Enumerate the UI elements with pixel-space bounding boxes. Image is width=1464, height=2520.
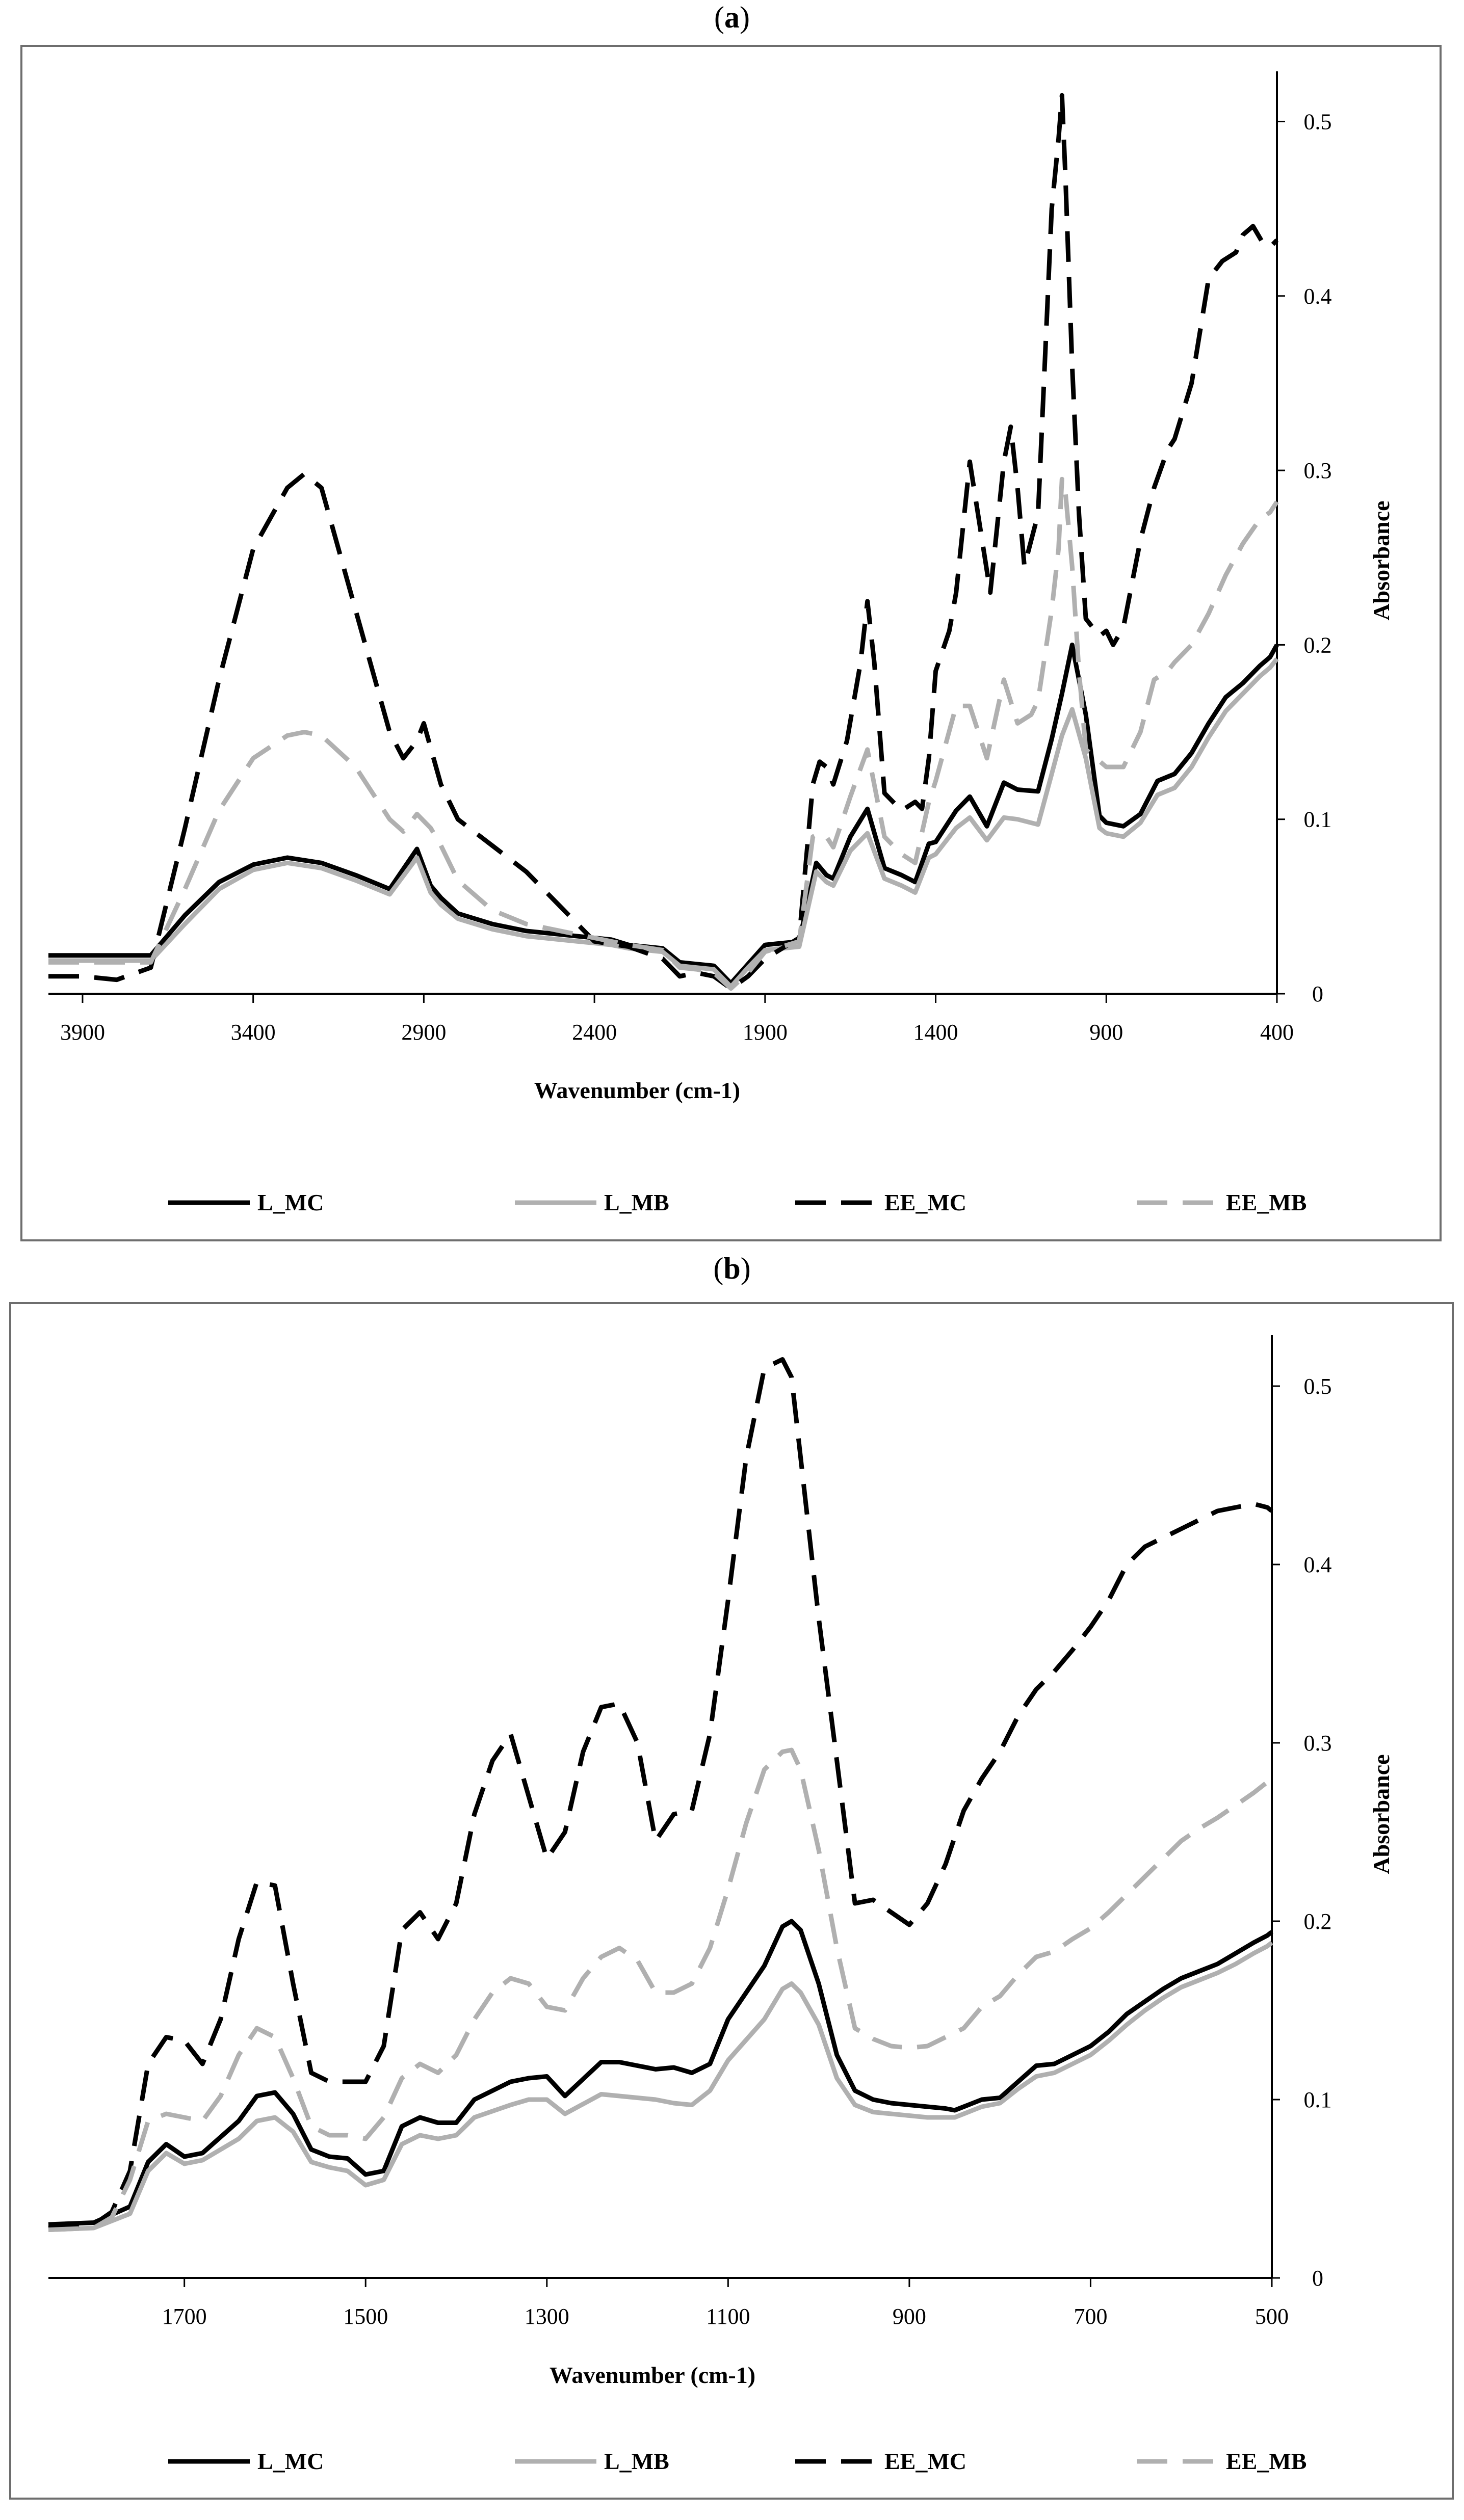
legend-label-ee-mc: EE_MC	[884, 2448, 966, 2474]
chart-b-x-tick-label: 1100	[706, 2304, 750, 2329]
chart-b-x-tick-label: 700	[1074, 2304, 1107, 2329]
chart-b-x-tick-label: 1700	[162, 2304, 207, 2329]
chart-a-series-l-mb	[48, 657, 1279, 989]
chart-a-y-tick-label: 0.2	[1304, 632, 1332, 657]
chart-a-x-tick-label: 1400	[913, 1020, 958, 1045]
chart-a-x-tick-label: 2900	[401, 1020, 446, 1045]
chart-b-x-tick-label: 500	[1255, 2304, 1289, 2329]
legend-label-l-mc: L_MC	[257, 1189, 324, 1215]
chart-a-x-tick-label: 400	[1260, 1020, 1294, 1045]
chart-b-series-ee-mb	[48, 1747, 1273, 2232]
chart-a-y-tick-label: 0.4	[1304, 284, 1332, 309]
chart-b-y-tick-label: 0.5	[1304, 1374, 1332, 1399]
chart-b-y-tick-label: 0.3	[1304, 1731, 1332, 1756]
chart-a-y-tick-label: 0	[1312, 982, 1323, 1006]
chart-a-frame	[20, 45, 1442, 1241]
legend-label-ee-mb: EE_MB	[1226, 2448, 1306, 2474]
chart-b-y-tick-label: 0.2	[1304, 1909, 1332, 1934]
chart-b-series-l-mc	[48, 1919, 1273, 2227]
chart-a-x-tick-label: 2400	[572, 1020, 617, 1045]
chart-a-series-ee-mc	[48, 93, 1279, 991]
chart-a-y-tick-label: 0.5	[1304, 109, 1332, 134]
chart-a-x-tick-label: 1900	[743, 1020, 788, 1045]
chart-b-y-tick-label: 0.4	[1304, 1552, 1332, 1577]
chart-b-x-tick-label: 1500	[343, 2304, 388, 2329]
chart-a-tick-labels: 3900 3400 2900 2400 1900 1400 900 400 0 0.1 0.2 0.3…	[60, 109, 1332, 1045]
chart-a-ylabel: Absorbance	[1368, 500, 1394, 620]
chart-a-x-tick-label: 900	[1089, 1020, 1123, 1045]
chart-b-x-tick-label: 1300	[525, 2304, 569, 2329]
chart-b-ylabel: Absorbance	[1368, 1754, 1394, 1874]
legend-label-l-mb: L_MB	[604, 2448, 669, 2474]
chart-a-series-l-mc	[48, 642, 1279, 986]
chart-b-xlabel: Wavenumber (cm-1)	[550, 2362, 755, 2388]
chart-a: 3900 3400 2900 2400 1900 1400 900 400 0 0.1 0.2 0.3…	[48, 71, 1394, 1215]
chart-a-series-ee-mb	[48, 476, 1279, 991]
chart-a-x-tick-label: 3400	[231, 1020, 276, 1045]
chart-b-legend: L_MC L_MB EE_MC EE_MB	[168, 2448, 1306, 2474]
legend-label-l-mb: L_MB	[604, 1189, 669, 1215]
panel-a-label: (a)	[714, 1, 750, 34]
panel-b-label: (b)	[713, 1252, 751, 1285]
chart-b-series-l-mb	[48, 1941, 1273, 2232]
chart-b-y-tick-label: 0.1	[1304, 2087, 1332, 2112]
chart-b-series-ee-mc	[48, 1357, 1273, 2231]
chart-b-x-tick-label: 900	[893, 2304, 926, 2329]
chart-a-y-tick-label: 0.1	[1304, 807, 1332, 832]
legend-label-ee-mb: EE_MB	[1226, 1189, 1306, 1215]
legend-label-l-mc: L_MC	[257, 2448, 324, 2474]
chart-a-legend: L_MC L_MB EE_MC EE_MB	[168, 1189, 1306, 1215]
chart-a-xlabel: Wavenumber (cm-1)	[534, 1077, 740, 1103]
chart-b-tick-labels: 1700 1500 1300 1100 900 700 500 0 0.1 0.2 0.3 0.4 0.…	[162, 1374, 1332, 2329]
chart-a-y-tick-label: 0.3	[1304, 458, 1332, 483]
chart-a-axes	[48, 71, 1285, 1003]
legend-label-ee-mc: EE_MC	[884, 1189, 966, 1215]
chart-a-x-tick-label: 3900	[60, 1020, 105, 1045]
chart-b-axes	[48, 1335, 1280, 2287]
chart-b-series	[48, 1357, 1273, 2232]
chart-b-y-tick-label: 0	[1312, 2266, 1323, 2291]
chart-b: 1700 1500 1300 1100 900 700 500 0 0.1 0.2 0.3 0.4 0.…	[48, 1335, 1394, 2474]
chart-a-series	[48, 93, 1279, 991]
